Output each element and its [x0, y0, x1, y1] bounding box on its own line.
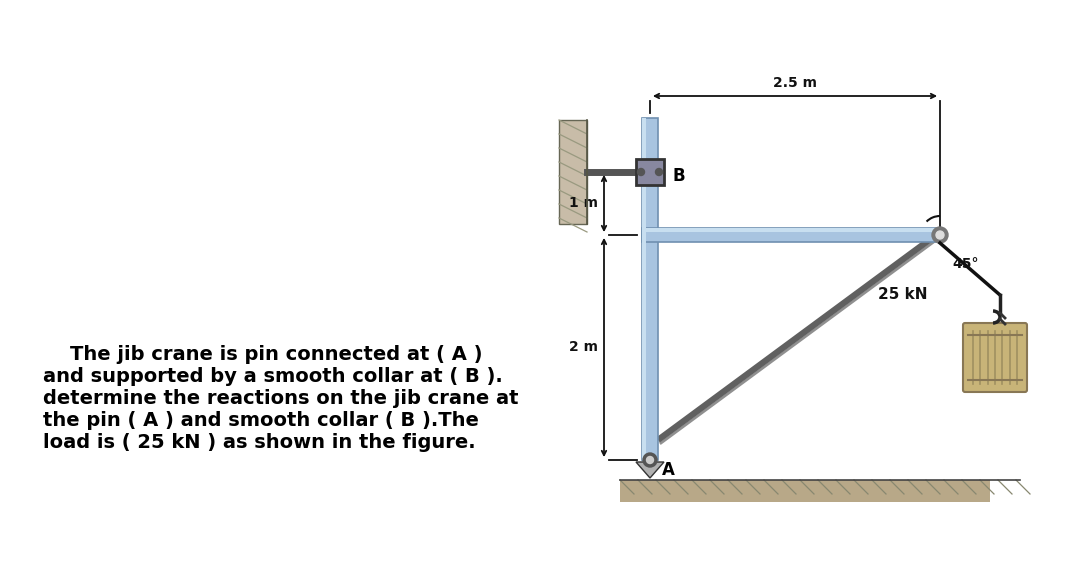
Text: A: A	[662, 461, 675, 479]
Text: B: B	[672, 167, 685, 185]
Text: 45°: 45°	[951, 257, 978, 271]
Bar	[642, 228, 940, 242]
Text: 2.5 m: 2.5 m	[773, 76, 816, 90]
Bar	[642, 118, 646, 460]
Circle shape	[637, 169, 645, 176]
Circle shape	[936, 231, 944, 239]
Polygon shape	[636, 462, 664, 478]
Text: 2 m: 2 m	[569, 340, 598, 354]
Bar	[620, 480, 990, 502]
Circle shape	[932, 227, 948, 243]
Text: 1 m: 1 m	[569, 196, 598, 210]
Bar	[559, 120, 588, 224]
Text: The jib crane is pin connected at ( A )
and supported by a smooth collar at ( B : The jib crane is pin connected at ( A ) …	[43, 346, 518, 452]
Bar	[642, 228, 940, 232]
FancyBboxPatch shape	[963, 323, 1027, 392]
Bar	[636, 159, 664, 185]
Bar	[642, 118, 658, 460]
Text: 25 kN: 25 kN	[878, 287, 928, 302]
Circle shape	[656, 169, 662, 176]
Circle shape	[643, 453, 657, 467]
Circle shape	[647, 456, 653, 463]
